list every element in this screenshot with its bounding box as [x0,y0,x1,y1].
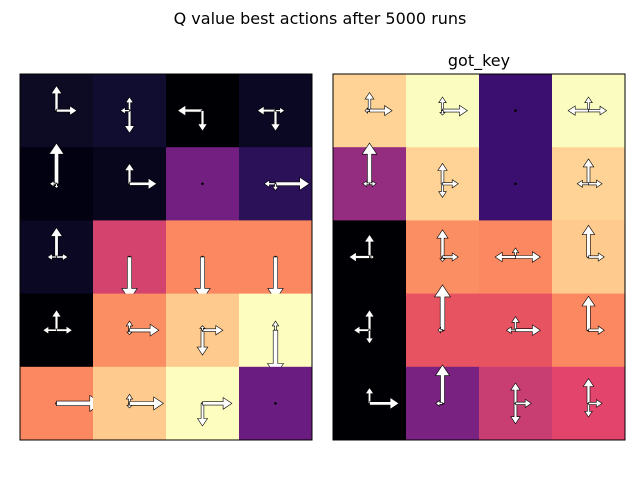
arrow-up-icon [125,96,134,111]
arrow-up-icon [364,387,375,404]
arrow-down-icon [272,183,279,192]
arrow-left-icon [46,253,57,261]
arrow-right-icon [588,325,605,335]
arrow-up-icon [124,162,135,185]
arrow-up-icon [510,382,521,404]
arrow-up-icon [582,158,595,185]
arrow-right-icon [515,324,541,337]
cell-center-dot [201,182,204,186]
arrow-up-icon [364,91,375,111]
arrow-up-icon [125,393,134,404]
arrow-right-icon [442,179,459,189]
arrow-right-icon [202,396,233,410]
arrow-down-icon [365,329,374,345]
arrow-up-icon [511,316,520,331]
arrow-left-icon [576,179,589,188]
arrow-left-icon [437,326,443,334]
cell-center-dot [514,109,517,112]
arrow-right-icon [369,105,393,117]
arrow-up-icon [581,224,596,258]
arrow-up-icon [51,309,62,331]
arrow-left-icon [364,107,370,114]
arrow-left-icon [494,251,516,263]
arrow-up-icon [48,142,65,185]
arrow-up-icon [582,377,595,404]
arrow-right-icon [202,324,224,336]
figure-title: Q value best actions after 5000 runs [174,9,467,28]
arrow-down-icon [196,329,209,356]
arrow-right-icon [129,323,160,337]
arrow-up-icon [434,364,451,404]
arrow-right-icon [442,104,468,117]
arrow-down-icon [510,403,521,425]
arrow-up-icon [271,320,280,331]
arrow-up-icon [433,284,452,331]
arrow-down-icon [196,403,209,427]
arrow-up-icon [361,142,378,185]
heatmap-panel-left [19,73,313,441]
arrow-up-icon [50,227,63,258]
arrow-right-icon [369,253,375,261]
arrow-down-icon [270,110,281,132]
arrow-left-icon [42,325,57,335]
arrow-left-icon [435,399,443,407]
panel-title: got_key [448,51,510,71]
cell-center-dot [514,182,517,186]
arrow-right-icon [588,399,603,408]
arrow-right-icon [56,325,73,335]
arrow-right-icon [369,396,400,410]
arrow-down-icon [197,110,208,132]
arrow-up-icon [581,295,596,331]
arrow-up-icon [363,233,376,258]
arrow-left-icon [177,104,203,117]
heatmap-panel-got-key: got_key [332,51,626,441]
arrow-right-icon [588,252,605,262]
cell-center-dot [274,402,277,405]
arrow-left-icon [362,180,370,188]
arrow-up-icon [125,320,134,331]
arrow-right-icon [515,398,532,409]
arrow-left-icon [256,105,276,116]
arrow-right-icon [588,105,608,116]
arrow-right-icon [56,105,78,116]
arrow-up-icon [437,162,448,185]
arrow-up-icon [438,96,447,111]
arrow-right-icon [129,396,164,411]
arrow-up-icon [50,85,63,111]
axes-frame [19,73,313,441]
arrow-left-icon [353,325,370,335]
axes-frame [332,73,626,441]
arrow-up-icon [364,309,375,331]
arrow-right-icon [369,180,377,188]
arrow-right-icon [129,177,158,190]
arrow-right-icon [588,179,603,189]
arrow-right-icon [275,176,310,191]
arrow-left-icon [119,106,130,115]
arrow-right-icon [56,252,69,262]
arrow-up-icon [199,325,206,331]
arrow-up-icon [436,229,449,258]
arrow-down-icon [53,183,60,189]
arrow-right-icon [442,252,459,262]
arrow-right-icon [275,106,286,115]
arrow-down-icon [439,110,446,116]
arrow-left-icon [348,251,370,263]
arrow-down-icon [123,110,136,134]
arrow-right-icon [515,251,541,263]
arrow-left-icon [567,105,589,116]
arrow-left-icon [505,326,516,334]
